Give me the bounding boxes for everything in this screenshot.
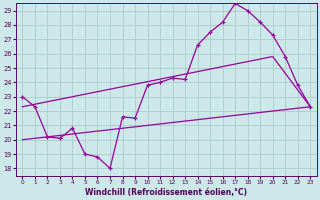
X-axis label: Windchill (Refroidissement éolien,°C): Windchill (Refroidissement éolien,°C)	[85, 188, 247, 197]
